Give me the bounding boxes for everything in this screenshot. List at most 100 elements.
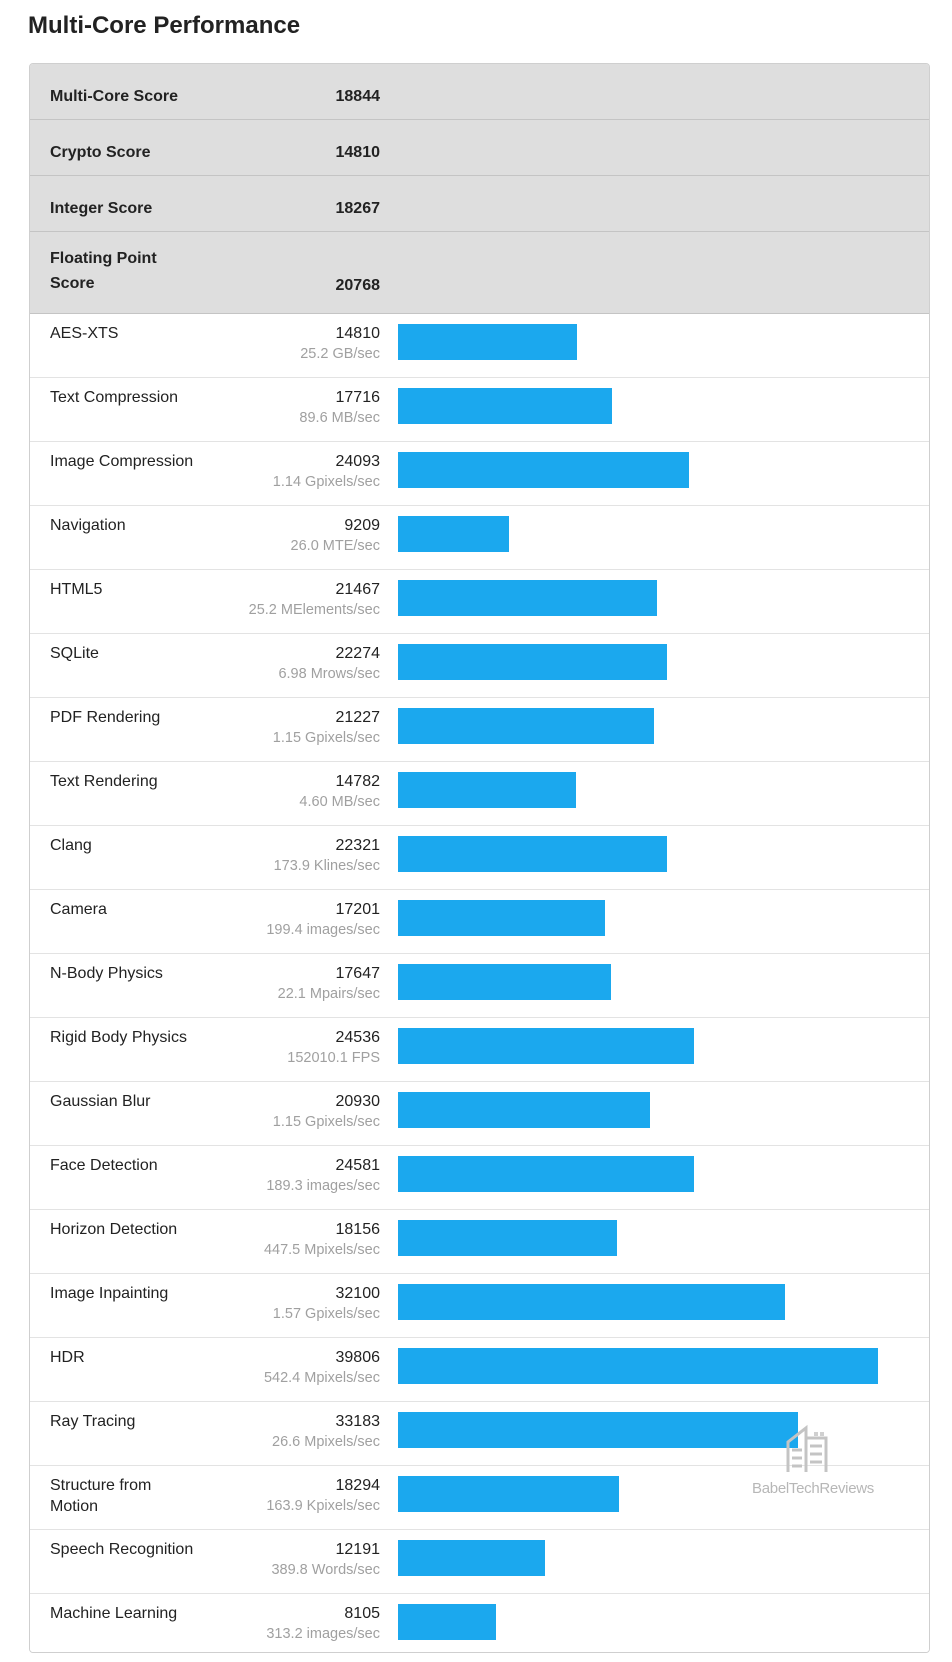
benchmark-rate: 1.15 Gpixels/sec <box>272 730 380 746</box>
summary-value: 20768 <box>335 277 381 294</box>
benchmark-bar <box>398 1604 496 1640</box>
benchmark-row: Face Detection 24581 189.3 images/sec <box>30 1146 929 1210</box>
benchmark-score: 17201 <box>335 901 381 918</box>
benchmark-rate: 152010.1 FPS <box>287 1050 380 1066</box>
summary-row-integer: Integer Score 18267 <box>30 176 929 232</box>
benchmark-row: HTML5 21467 25.2 MElements/sec <box>30 570 929 634</box>
benchmark-rate: 313.2 images/sec <box>266 1626 380 1642</box>
benchmark-row: HDR 39806 542.4 Mpixels/sec <box>30 1338 929 1402</box>
summary-label: Multi-Core Score <box>50 88 179 105</box>
benchmark-name: Speech Recognition <box>50 1541 194 1558</box>
benchmark-name: Structure from Motion <box>50 1477 152 1515</box>
benchmark-bar <box>398 1284 785 1320</box>
benchmark-rate: 4.60 MB/sec <box>299 794 380 810</box>
watermark-text: BabelTechReviews <box>752 1480 874 1497</box>
benchmark-row: N-Body Physics 17647 22.1 Mpairs/sec <box>30 954 929 1018</box>
benchmark-name: AES-XTS <box>50 325 119 342</box>
benchmark-row: Navigation 9209 26.0 MTE/sec <box>30 506 929 570</box>
benchmark-rate: 199.4 images/sec <box>266 922 380 938</box>
benchmark-score: 24536 <box>335 1029 381 1046</box>
benchmark-score: 32100 <box>335 1285 381 1302</box>
benchmark-score: 17716 <box>335 389 381 406</box>
benchmark-bar <box>398 516 509 552</box>
benchmark-score: 33183 <box>335 1413 381 1430</box>
benchmark-rate: 6.98 Mrows/sec <box>278 666 380 682</box>
benchmark-score: 20930 <box>335 1093 381 1110</box>
benchmark-bar <box>398 900 605 936</box>
summary-row-floating-point: Floating Point Score 20768 <box>30 232 929 314</box>
benchmark-bar <box>398 708 654 744</box>
benchmark-score: 24093 <box>335 453 381 470</box>
benchmark-bar <box>398 644 667 680</box>
benchmark-score: 21467 <box>335 581 381 598</box>
benchmark-name: Text Rendering <box>50 773 158 790</box>
benchmark-name: Horizon Detection <box>50 1221 178 1238</box>
benchmark-rate: 173.9 Klines/sec <box>273 858 380 874</box>
benchmark-bar <box>398 1348 878 1384</box>
benchmark-row: SQLite 22274 6.98 Mrows/sec <box>30 634 929 698</box>
benchmark-score: 22274 <box>335 645 381 662</box>
benchmark-score: 9209 <box>344 517 380 534</box>
benchmark-rate: 25.2 GB/sec <box>300 346 380 362</box>
summary-label: Crypto Score <box>50 144 151 161</box>
benchmark-rate: 89.6 MB/sec <box>299 410 380 426</box>
summary-value: 18844 <box>335 88 381 105</box>
page-title: Multi-Core Performance <box>28 12 301 39</box>
benchmark-rate: 542.4 Mpixels/sec <box>263 1370 380 1386</box>
benchmark-bar <box>398 388 612 424</box>
benchmark-bar <box>398 324 577 360</box>
benchmark-score: 8105 <box>344 1605 380 1622</box>
benchmark-rate: 163.9 Kpixels/sec <box>266 1498 380 1514</box>
benchmark-rate: 22.1 Mpairs/sec <box>277 986 380 1002</box>
benchmark-rate: 447.5 Mpixels/sec <box>263 1242 380 1258</box>
summary-row-multi-core: Multi-Core Score 18844 <box>30 64 929 120</box>
summary-label: Floating Point Score <box>50 250 157 292</box>
benchmark-name: Camera <box>50 901 107 918</box>
benchmark-score: 17647 <box>335 965 381 982</box>
benchmark-name: Navigation <box>50 517 126 534</box>
benchmark-row: Image Inpainting 32100 1.57 Gpixels/sec <box>30 1274 929 1338</box>
benchmark-name: PDF Rendering <box>50 709 161 726</box>
results-panel: Multi-Core Score 18844 Crypto Score 1481… <box>29 63 930 1653</box>
benchmark-list: AES-XTS 14810 25.2 GB/sec Text Compression 1… <box>30 314 929 1652</box>
benchmark-bar <box>398 836 667 872</box>
benchmark-score: 14782 <box>335 773 381 790</box>
benchmark-row: Camera 17201 199.4 images/sec <box>30 890 929 954</box>
benchmark-name: Face Detection <box>50 1157 158 1174</box>
benchmark-name: HTML5 <box>50 581 103 598</box>
benchmark-row: Machine Learning 8105 313.2 images/sec <box>30 1594 929 1652</box>
benchmark-row: Text Compression 17716 89.6 MB/sec <box>30 378 929 442</box>
benchmark-bar <box>398 964 611 1000</box>
benchmark-row: Speech Recognition 12191 389.8 Words/sec <box>30 1530 929 1594</box>
benchmark-row: Structure from Motion 18294 163.9 Kpixels/… <box>30 1466 929 1530</box>
benchmark-row: Image Compression 24093 1.14 Gpixels/sec <box>30 442 929 506</box>
benchmark-name: SQLite <box>50 645 99 662</box>
benchmark-bar <box>398 1220 617 1256</box>
benchmark-row: Ray Tracing 33183 26.6 Mpixels/sec <box>30 1402 929 1466</box>
benchmark-bar <box>398 452 689 488</box>
benchmark-score: 14810 <box>335 325 381 342</box>
benchmark-name: N-Body Physics <box>50 965 163 982</box>
benchmark-bar <box>398 580 657 616</box>
building-logo-icon <box>786 1424 828 1472</box>
benchmark-row: Rigid Body Physics 24536 152010.1 FPS <box>30 1018 929 1082</box>
benchmark-score: 39806 <box>335 1349 381 1366</box>
benchmark-bar <box>398 1412 798 1448</box>
benchmark-row: Clang 22321 173.9 Klines/sec <box>30 826 929 890</box>
benchmark-bar <box>398 1476 619 1512</box>
benchmark-name: Text Compression <box>50 389 179 406</box>
benchmark-rate: 1.57 Gpixels/sec <box>272 1306 380 1322</box>
benchmark-row: Horizon Detection 18156 447.5 Mpixels/sec <box>30 1210 929 1274</box>
benchmark-bar <box>398 772 576 808</box>
benchmark-name: HDR <box>50 1349 85 1366</box>
summary-value: 18267 <box>335 200 381 217</box>
benchmark-score: 18294 <box>335 1477 381 1494</box>
benchmark-name: Clang <box>50 837 92 854</box>
benchmark-score: 18156 <box>335 1221 381 1238</box>
summary-label: Integer Score <box>50 200 153 217</box>
benchmark-rate: 25.2 MElements/sec <box>248 602 380 618</box>
benchmark-rate: 1.14 Gpixels/sec <box>272 474 380 490</box>
watermark: BabelTechReviews <box>748 1420 878 1500</box>
benchmark-rate: 1.15 Gpixels/sec <box>272 1114 380 1130</box>
benchmark-rate: 389.8 Words/sec <box>271 1562 380 1578</box>
